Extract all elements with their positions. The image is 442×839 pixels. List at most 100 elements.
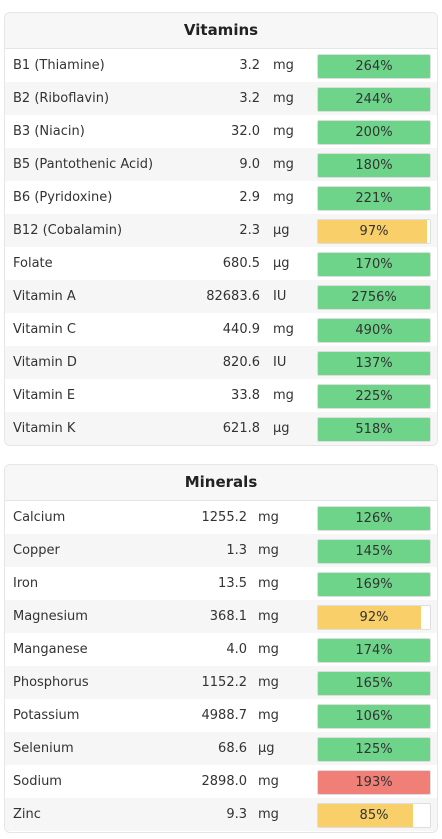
nutrient-unit: IU — [273, 289, 287, 304]
nutrient-unit: mg — [273, 322, 294, 337]
percent-daily-value-bar: 264% — [317, 54, 431, 79]
nutrient-unit: mg — [273, 58, 294, 73]
nutrient-unit: µg — [273, 421, 290, 436]
percent-daily-value-bar: 200% — [317, 120, 431, 145]
percent-bar-fill — [318, 154, 430, 177]
percent-daily-value-bar: 145% — [317, 539, 431, 564]
nutrient-row-zinc: Zinc 9.3 mg 85% — [5, 798, 437, 831]
percent-bar-fill — [318, 573, 430, 596]
percent-label: 170% — [355, 257, 393, 272]
nutrient-row-b3-niacin: B3 (Niacin) 32.0 mg 200% — [5, 115, 437, 148]
percent-label: 165% — [355, 676, 393, 691]
nutrient-name: Vitamin A — [13, 289, 76, 304]
nutrient-name: Sodium — [13, 774, 62, 789]
percent-daily-value-bar: 97% — [317, 219, 431, 244]
percent-daily-value-bar: 225% — [317, 384, 431, 409]
nutrient-amount: 4.0 — [226, 642, 247, 657]
nutrient-name: B12 (Cobalamin) — [13, 223, 123, 238]
percent-label: 106% — [355, 709, 393, 724]
percent-daily-value-bar: 244% — [317, 87, 431, 112]
nutrient-amount: 680.5 — [222, 256, 260, 271]
nutrient-amount: 440.9 — [222, 322, 260, 337]
nutrient-unit: µg — [273, 256, 290, 271]
nutrient-unit: mg — [273, 388, 294, 403]
vitamins-title: Vitamins — [5, 13, 437, 49]
nutrient-unit: mg — [273, 157, 294, 172]
nutrient-row-manganese: Manganese 4.0 mg 174% — [5, 633, 437, 666]
nutrient-amount: 368.1 — [209, 609, 247, 624]
nutrient-amount: 2898.0 — [201, 774, 248, 789]
nutrient-amount: 9.0 — [239, 157, 260, 172]
nutrient-name: Manganese — [13, 642, 88, 657]
percent-label: 169% — [355, 577, 393, 592]
percent-bar-fill — [318, 220, 427, 243]
percent-bar-fill — [318, 253, 430, 276]
nutrient-row-phosphorus: Phosphorus 1152.2 mg 165% — [5, 666, 437, 699]
nutrient-name: B2 (Riboflavin) — [13, 91, 110, 106]
nutrient-name: Zinc — [13, 807, 41, 822]
percent-bar-fill — [318, 385, 430, 408]
percent-label: 125% — [355, 742, 393, 757]
percent-daily-value-bar: 2756% — [317, 285, 431, 310]
nutrient-amount: 33.8 — [231, 388, 260, 403]
nutrient-amount: 2.9 — [239, 190, 260, 205]
nutrient-row-selenium: Selenium 68.6 µg 125% — [5, 732, 437, 765]
nutrient-row-vitamin-e: Vitamin E 33.8 mg 225% — [5, 379, 437, 412]
percent-label: 97% — [359, 224, 389, 239]
percent-bar-fill — [318, 705, 430, 728]
percent-label: 137% — [355, 356, 393, 371]
percent-daily-value-bar: 106% — [317, 704, 431, 729]
percent-label: 126% — [355, 511, 393, 526]
nutrient-row-b5-pantothenic-acid: B5 (Pantothenic Acid) 9.0 mg 180% — [5, 148, 437, 181]
nutrient-unit: IU — [273, 355, 287, 370]
nutrient-unit: mg — [258, 708, 279, 723]
nutrient-row-sodium: Sodium 2898.0 mg 193% — [5, 765, 437, 798]
nutrient-amount: 3.2 — [239, 58, 260, 73]
nutrient-row-b12-cobalamin: B12 (Cobalamin) 2.3 µg 97% — [5, 214, 437, 247]
nutrient-amount: 1255.2 — [201, 510, 248, 525]
nutrient-name: Iron — [13, 576, 39, 591]
nutrient-name: Vitamin C — [13, 322, 77, 337]
percent-bar-fill — [318, 639, 430, 662]
minerals-panel: Minerals Calcium 1255.2 mg 126% Copper 1.3 mg 1… — [4, 464, 438, 833]
nutrient-row-folate: Folate 680.5 µg 170% — [5, 247, 437, 280]
nutrient-amount: 1152.2 — [201, 675, 248, 690]
percent-label: 193% — [355, 775, 393, 790]
nutrient-unit: mg — [258, 576, 279, 591]
minerals-list: Calcium 1255.2 mg 126% Copper 1.3 mg 145% Iron 13… — [5, 501, 437, 831]
percent-bar-fill — [318, 804, 414, 827]
nutrient-row-vitamin-k: Vitamin K 621.8 µg 518% — [5, 412, 437, 445]
percent-bar-fill — [318, 187, 430, 210]
percent-label: 225% — [355, 389, 393, 404]
percent-bar-fill — [318, 88, 430, 111]
nutrient-unit: mg — [258, 609, 279, 624]
percent-bar-fill — [318, 418, 430, 441]
nutrient-name: Copper — [13, 543, 60, 558]
percent-daily-value-bar: 174% — [317, 638, 431, 663]
percent-label: 2756% — [351, 290, 397, 305]
nutrient-name: Phosphorus — [13, 675, 89, 690]
nutrient-unit: mg — [258, 543, 279, 558]
percent-bar-fill — [318, 352, 430, 375]
nutrient-row-b1-thiamine: B1 (Thiamine) 3.2 mg 264% — [5, 49, 437, 82]
percent-label: 180% — [355, 158, 393, 173]
percent-daily-value-bar: 170% — [317, 252, 431, 277]
nutrient-amount: 2.3 — [239, 223, 260, 238]
percent-daily-value-bar: 221% — [317, 186, 431, 211]
minerals-title: Minerals — [5, 465, 437, 501]
percent-daily-value-bar: 137% — [317, 351, 431, 376]
percent-daily-value-bar: 518% — [317, 417, 431, 442]
nutrient-name: B3 (Niacin) — [13, 124, 85, 139]
nutrient-row-calcium: Calcium 1255.2 mg 126% — [5, 501, 437, 534]
nutrient-amount: 621.8 — [222, 421, 260, 436]
nutrient-name: Selenium — [13, 741, 74, 756]
nutrient-row-b6-pyridoxine: B6 (Pyridoxine) 2.9 mg 221% — [5, 181, 437, 214]
percent-bar-fill — [318, 121, 430, 144]
percent-label: 145% — [355, 544, 393, 559]
percent-daily-value-bar: 490% — [317, 318, 431, 343]
percent-bar-fill — [318, 55, 430, 78]
nutrient-unit: mg — [258, 642, 279, 657]
percent-label: 518% — [355, 422, 393, 437]
nutrient-name: Calcium — [13, 510, 66, 525]
percent-bar-fill — [318, 286, 430, 309]
